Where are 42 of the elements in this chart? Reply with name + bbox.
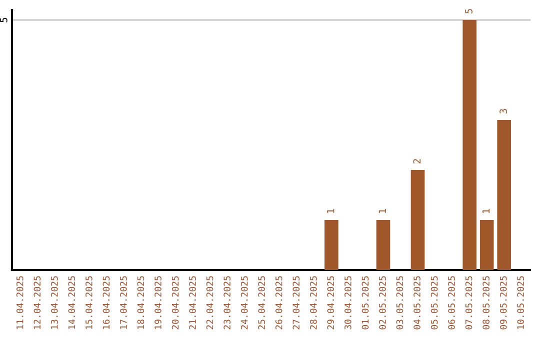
bar (376, 220, 390, 270)
data-label: 3 (500, 109, 507, 114)
x-tick-label: 23.04.2025 (224, 276, 230, 330)
x-tick-label: 08.05.2025 (482, 276, 490, 330)
x-tick-label: 17.04.2025 (120, 276, 127, 329)
x-tick-label: 28.04.2025 (310, 276, 317, 330)
x-tick-label: 12.04.2025 (34, 276, 41, 329)
x-tick-label: 13.04.2025 (50, 276, 58, 329)
x-tick-label: 30.04.2025 (344, 276, 352, 330)
bar (497, 120, 512, 270)
x-tick-label: 22.04.2025 (206, 276, 214, 330)
x-tick-label: 24.04.2025 (240, 276, 248, 330)
x-tick-label: 21.04.2025 (189, 276, 196, 330)
data-label: 1 (482, 208, 490, 213)
x-tick-label: 18.04.2025 (137, 276, 144, 329)
x-tick-label: 26.04.2025 (275, 276, 282, 330)
x-tick-label: 05.05.2025 (430, 276, 438, 330)
x-tick-label: 19.04.2025 (154, 276, 162, 329)
data-label: 1 (327, 208, 334, 213)
bar (480, 220, 494, 270)
bar (410, 170, 425, 270)
x-tick-label: 02.05.2025 (379, 276, 386, 330)
bar (462, 20, 476, 270)
data-label: 2 (413, 159, 420, 164)
x-tick-label: 01.05.2025 (362, 276, 369, 330)
x-tick-label: 10.05.2025 (517, 276, 524, 329)
x-tick-label: 20.04.2025 (172, 276, 179, 330)
x-tick-label: 29.04.2025 (327, 276, 334, 330)
data-label: 5 (465, 9, 472, 14)
x-tick-label: 14.04.2025 (68, 276, 76, 329)
x-tick-label: 07.05.2025 (465, 276, 472, 330)
x-tick-label: 09.05.2025 (500, 276, 507, 330)
x-tick-label: 04.05.2025 (414, 276, 420, 330)
x-tick-label: 06.05.2025 (448, 276, 455, 330)
bar (324, 220, 338, 270)
x-tick-label: 15.04.2025 (86, 276, 92, 329)
x-tick-label: 03.05.2025 (396, 276, 404, 330)
data-label: 1 (378, 208, 386, 213)
x-tick-label: 16.04.2025 (102, 276, 110, 329)
x-tick-label: 27.04.2025 (292, 276, 300, 330)
x-tick-label: 25.04.2025 (258, 276, 266, 330)
x-tick-label: 11.04.2025 (16, 276, 24, 329)
